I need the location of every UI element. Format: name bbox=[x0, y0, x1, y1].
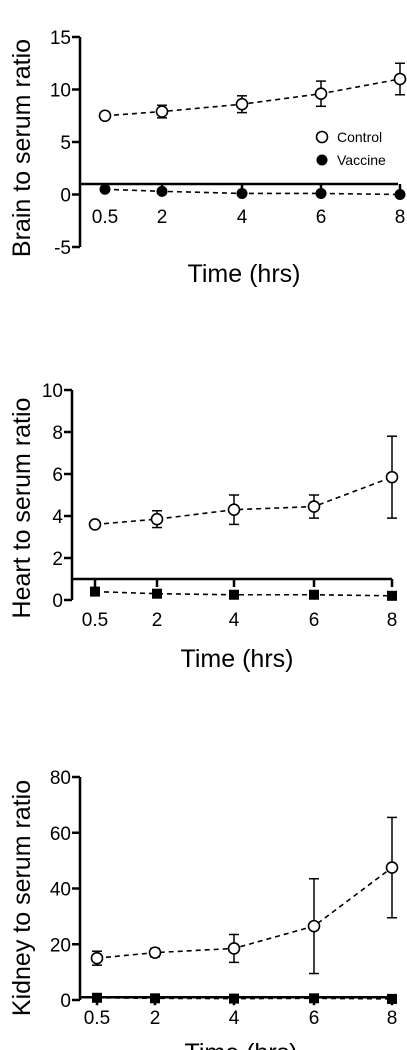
y-axis-title: Heart to serum ratio bbox=[8, 398, 36, 619]
x-axis-title: Time (hrs) bbox=[188, 260, 301, 288]
x-tick-label: 0.5 bbox=[92, 207, 118, 228]
y-axis-title: Brain to serum ratio bbox=[8, 39, 36, 257]
x-tick-label: 8 bbox=[387, 610, 398, 631]
data-point bbox=[235, 97, 249, 111]
series-1-line bbox=[104, 78, 401, 117]
y-tick-label: 6 bbox=[52, 465, 63, 486]
data-point bbox=[155, 105, 169, 118]
data-point bbox=[99, 183, 111, 195]
x-axis-title: Time (hrs) bbox=[181, 645, 294, 673]
x-tick-label: 8 bbox=[387, 1008, 398, 1029]
series-1-line bbox=[94, 476, 393, 526]
y-tick-label: 20 bbox=[50, 935, 71, 956]
y-tick-label: 10 bbox=[50, 81, 71, 102]
legend-label-vaccine: Vaccine bbox=[337, 152, 386, 168]
legend-marker-control bbox=[315, 130, 329, 144]
y-tick-label: -5 bbox=[54, 238, 71, 259]
data-point bbox=[393, 72, 407, 86]
data-point bbox=[309, 589, 319, 600]
data-point bbox=[150, 993, 160, 1004]
data-point bbox=[227, 503, 241, 517]
series-2-line bbox=[104, 188, 401, 196]
data-point bbox=[387, 993, 397, 1004]
x-tick-label: 0.5 bbox=[84, 1008, 110, 1029]
data-point bbox=[307, 919, 321, 933]
x-tick-label: 2 bbox=[150, 1008, 161, 1029]
y-tick-label: 0 bbox=[60, 991, 71, 1012]
legend-label-control: Control bbox=[337, 129, 382, 145]
x-tick-label: 0.5 bbox=[82, 610, 108, 631]
data-point bbox=[387, 590, 397, 601]
data-point bbox=[314, 87, 328, 100]
chart-panel-2: 0 2 4 6 8 10 0.5 2 4 6 8 Time (hrs) Heart to serum r… bbox=[8, 381, 399, 673]
data-point bbox=[315, 187, 327, 199]
x-tick-label: 4 bbox=[237, 207, 248, 228]
x-tick-label: 2 bbox=[152, 610, 163, 631]
data-point bbox=[92, 992, 102, 1003]
data-point bbox=[236, 187, 248, 199]
x-tick-label: 4 bbox=[229, 1008, 240, 1029]
data-point bbox=[229, 589, 239, 600]
y-tick-label: 15 bbox=[50, 28, 71, 49]
y-tick-label: 2 bbox=[52, 549, 63, 570]
legend: Control Vaccine bbox=[315, 129, 386, 168]
x-tick-label: 4 bbox=[229, 610, 240, 631]
y-tick-label: 60 bbox=[50, 824, 71, 845]
chart-panel-1: -5 0 5 10 15 0.5 2 4 6 8 Time (hrs) Brain to serum … bbox=[8, 28, 407, 288]
y-tick-label: 5 bbox=[60, 133, 71, 154]
x-tick-label: 6 bbox=[309, 610, 320, 631]
y-tick-label: 0 bbox=[60, 186, 71, 207]
y-axis-title: Kidney to serum ratio bbox=[8, 780, 36, 1016]
x-tick-label: 8 bbox=[395, 207, 406, 228]
y-tick-label: 0 bbox=[52, 591, 63, 612]
data-point bbox=[307, 500, 321, 513]
y-tick-label: 10 bbox=[42, 381, 63, 402]
chart-panel-3: 0 20 40 60 80 0.5 2 4 6 8 Time (hrs) Kidney to seru… bbox=[8, 768, 399, 1050]
series-1-line bbox=[96, 866, 393, 959]
y-tick-label: 40 bbox=[50, 880, 71, 901]
x-tick-label: 6 bbox=[316, 207, 327, 228]
data-point bbox=[98, 109, 112, 123]
data-point bbox=[227, 942, 241, 955]
data-point bbox=[148, 946, 162, 959]
y-tick-label: 4 bbox=[52, 507, 63, 528]
series-2-line bbox=[94, 590, 393, 597]
data-point bbox=[90, 951, 104, 965]
data-point bbox=[152, 588, 162, 599]
data-point bbox=[156, 185, 168, 197]
data-point bbox=[90, 586, 100, 597]
x-tick-label: 6 bbox=[309, 1008, 320, 1029]
data-point bbox=[394, 189, 406, 200]
x-tick-label: 2 bbox=[157, 207, 168, 228]
legend-marker-vaccine bbox=[316, 154, 328, 166]
y-tick-label: 80 bbox=[50, 768, 71, 789]
x-axis-title: Time (hrs) bbox=[185, 1039, 298, 1050]
data-point bbox=[88, 518, 102, 531]
data-point bbox=[229, 993, 239, 1004]
data-point bbox=[385, 470, 399, 484]
data-point bbox=[385, 861, 399, 874]
data-point bbox=[309, 993, 319, 1004]
y-tick-label: 8 bbox=[52, 423, 63, 444]
data-point bbox=[150, 512, 164, 526]
